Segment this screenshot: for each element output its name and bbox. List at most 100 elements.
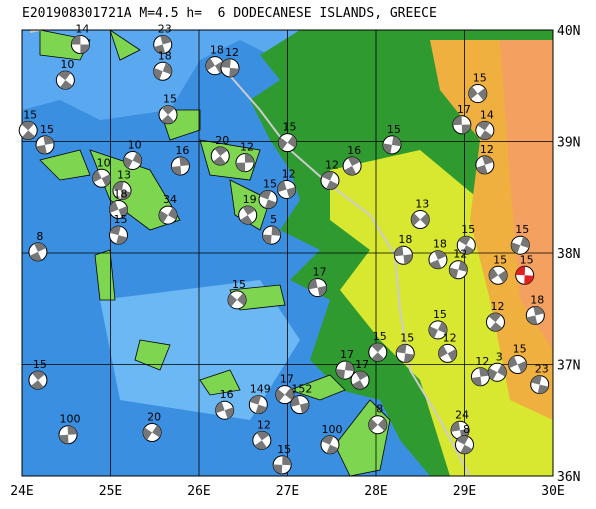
beachball-quadrant — [34, 242, 47, 252]
depth-label: 17 — [280, 373, 294, 386]
beachball-quadrant — [43, 135, 54, 145]
beachball — [468, 84, 488, 104]
beachball-quadrant — [171, 166, 182, 176]
beachball-quadrant — [256, 431, 270, 441]
depth-label: 16 — [175, 144, 189, 157]
beachball-quadrant — [498, 270, 508, 283]
beachball — [382, 135, 402, 155]
beachball-quadrant — [458, 260, 468, 272]
beachball-quadrant — [479, 367, 490, 377]
beachball — [170, 156, 190, 176]
beachball — [108, 200, 128, 220]
beachball-quadrant — [244, 153, 255, 163]
beachball — [235, 153, 255, 173]
beachball-quadrant — [160, 35, 172, 45]
beachball-quadrant — [449, 267, 459, 279]
depth-label: 15 — [163, 93, 177, 106]
beachball-quadrant — [471, 376, 482, 386]
depth-label: 12 — [240, 141, 254, 154]
beachball — [290, 395, 310, 415]
beachball-quadrant — [205, 58, 215, 71]
lat-label: 37N — [557, 359, 580, 374]
beachball — [342, 156, 362, 176]
beachball-quadrant — [31, 380, 44, 390]
beachball-quadrant — [533, 306, 545, 316]
beachball-quadrant — [271, 226, 281, 236]
depth-label: 8 — [36, 230, 43, 243]
beachball-quadrant — [308, 278, 318, 290]
beachball-quadrant — [321, 435, 334, 445]
beachball-quadrant — [489, 267, 499, 281]
depth-label: 15 — [113, 213, 127, 226]
beachball-quadrant — [524, 275, 534, 285]
beachball-quadrant — [371, 343, 385, 353]
beachball-quadrant — [479, 130, 493, 140]
beachball-quadrant — [345, 361, 355, 372]
depth-label: 12 — [282, 167, 296, 180]
beachball-quadrant — [403, 353, 415, 363]
beachball-quadrant — [520, 236, 530, 249]
beachball-quadrant — [152, 425, 162, 438]
lon-label: 30E — [541, 484, 564, 499]
beachball — [153, 61, 173, 81]
beachball-quadrant — [249, 395, 262, 405]
beachball-quadrant — [403, 254, 413, 265]
beachball — [70, 34, 90, 54]
depth-label: 15 — [461, 223, 475, 236]
beachball — [410, 210, 430, 230]
depth-label: 15 — [263, 177, 277, 190]
depth-label: 18 — [210, 44, 224, 57]
beachball-quadrant — [161, 114, 175, 124]
beachball — [438, 343, 458, 363]
depth-label: 5 — [270, 213, 277, 226]
beachball-quadrant — [101, 174, 111, 187]
beachball-quadrant — [275, 388, 285, 402]
beachball-quadrant — [80, 44, 90, 54]
lon-label: 24E — [10, 484, 33, 499]
lon-label: 25E — [99, 484, 122, 499]
depth-label: 34 — [163, 193, 177, 206]
beachball-quadrant — [67, 425, 78, 435]
beachball-quadrant — [517, 360, 527, 373]
map-title: E201908301721A M=4.5 h= 6 DODECANESE ISL… — [22, 6, 437, 21]
beachball-quadrant — [264, 199, 277, 209]
depth-label: 12 — [490, 300, 504, 313]
depth-label: 20 — [147, 411, 161, 424]
beachball — [227, 290, 247, 310]
depth-label: 12 — [225, 46, 239, 59]
depth-label: 19 — [243, 193, 257, 206]
beachball-quadrant — [526, 315, 538, 325]
beachball-quadrant — [411, 213, 421, 226]
beachball — [308, 278, 328, 298]
beachball — [108, 225, 128, 245]
depth-label: 15 — [520, 253, 534, 266]
beachball — [448, 260, 468, 280]
beachball-quadrant — [59, 80, 73, 90]
beachball-quadrant — [452, 115, 462, 126]
beachball — [252, 430, 272, 450]
beachball-quadrant — [92, 170, 102, 183]
depth-label: 12 — [325, 159, 339, 172]
beachball-quadrant — [254, 440, 267, 450]
beachball — [335, 360, 355, 380]
depth-label: 15 — [473, 72, 487, 85]
beachball-quadrant — [438, 345, 448, 358]
beachball-quadrant — [221, 58, 231, 68]
beachball — [55, 70, 75, 90]
beachball-quadrant — [326, 180, 339, 190]
depth-label: 15 — [387, 123, 401, 136]
beachball-quadrant — [489, 322, 503, 332]
beachball — [28, 242, 48, 262]
beachball-quadrant — [347, 157, 361, 167]
beachball-quadrant — [21, 121, 35, 131]
beachball-quadrant — [229, 67, 239, 77]
depth-label: 17 — [340, 348, 354, 361]
beachball — [395, 343, 415, 363]
beachball-quadrant — [377, 418, 387, 431]
beachball — [456, 235, 476, 255]
beachball-quadrant — [143, 427, 153, 440]
beachball-quadrant — [277, 180, 287, 193]
beachball-quadrant — [132, 152, 142, 165]
beachball — [272, 455, 292, 475]
depth-label: 12 — [443, 331, 457, 344]
